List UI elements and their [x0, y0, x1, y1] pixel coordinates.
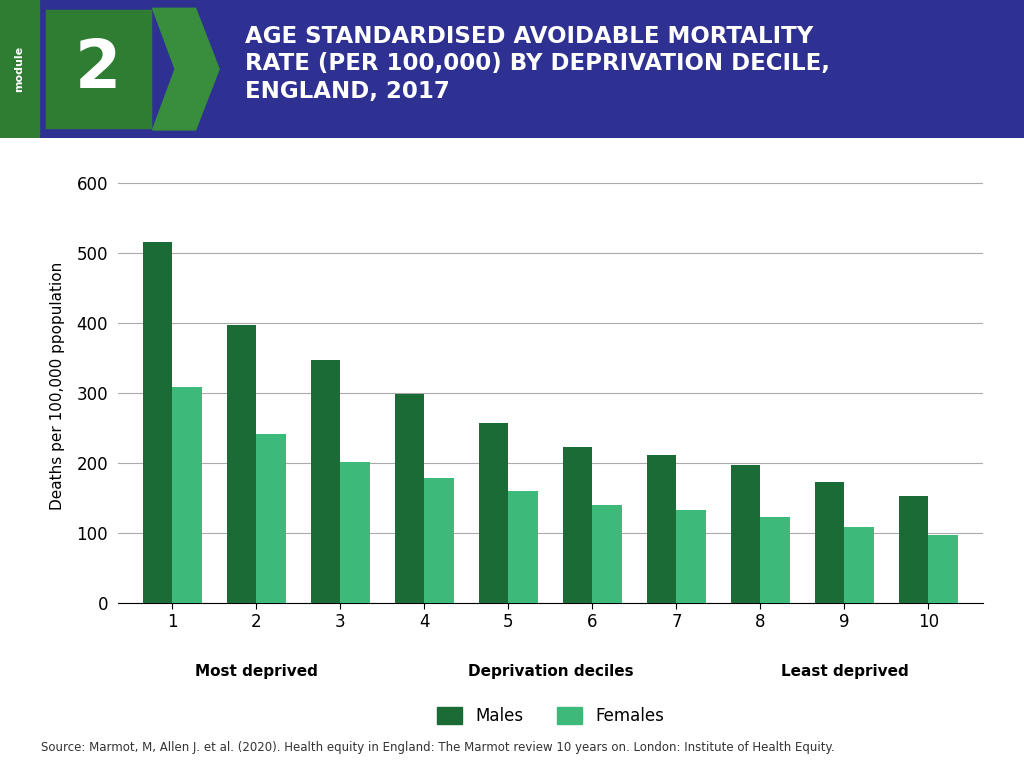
Bar — [0, 0, 39, 138]
Bar — [761, 518, 790, 603]
Text: module: module — [14, 46, 25, 92]
Bar — [424, 478, 454, 603]
Bar — [508, 491, 538, 603]
Bar — [340, 462, 370, 603]
Text: AGE STANDARDISED AVOIDABLE MORTALITY
RATE (PER 100,000) BY DEPRIVATION DECILE,
E: AGE STANDARDISED AVOIDABLE MORTALITY RAT… — [245, 25, 829, 103]
Bar — [647, 455, 677, 603]
Bar — [256, 434, 286, 603]
Bar — [47, 11, 150, 127]
Bar — [479, 423, 508, 603]
Text: Deprivation deciles: Deprivation deciles — [468, 664, 633, 679]
Bar — [731, 465, 761, 603]
Text: Least deprived: Least deprived — [780, 664, 908, 679]
Bar — [395, 394, 424, 603]
Bar — [227, 325, 256, 603]
Bar — [311, 360, 340, 603]
Bar — [845, 527, 873, 603]
Text: Source: Marmot, M, Allen J. et al. (2020). Health equity in England: The Marmot : Source: Marmot, M, Allen J. et al. (2020… — [41, 741, 835, 754]
Bar — [815, 482, 845, 603]
Bar — [929, 535, 957, 603]
Polygon shape — [153, 8, 219, 130]
Bar — [899, 496, 929, 603]
Text: 2: 2 — [75, 36, 122, 102]
Bar — [677, 511, 706, 603]
Text: Most deprived: Most deprived — [195, 664, 317, 679]
Bar — [563, 447, 593, 603]
Bar — [143, 243, 172, 603]
Bar — [593, 505, 622, 603]
Bar — [172, 386, 202, 603]
Legend: Males, Females: Males, Females — [437, 707, 664, 725]
Y-axis label: Deaths per 100,000 ppopulation: Deaths per 100,000 ppopulation — [50, 262, 66, 510]
